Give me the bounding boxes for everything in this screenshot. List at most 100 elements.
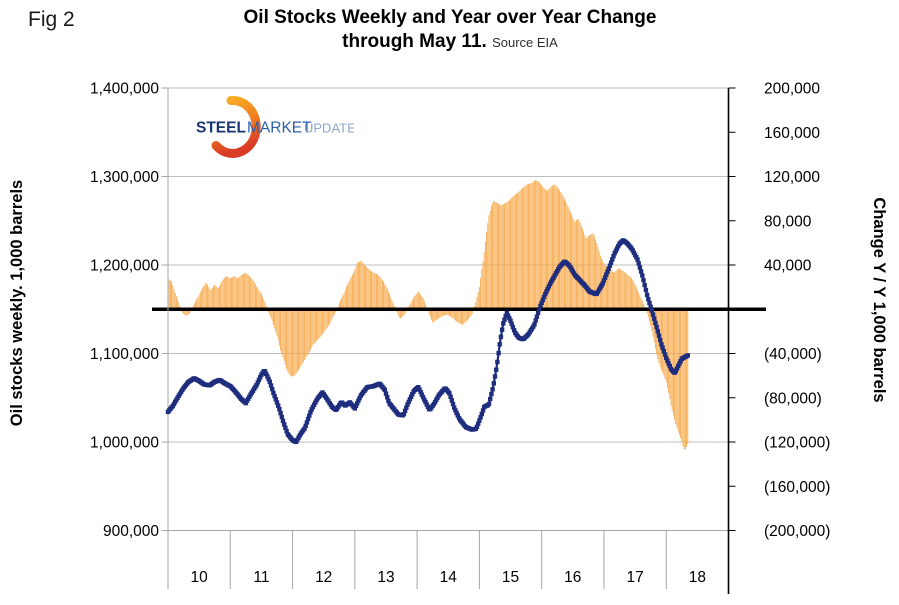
yoy-bar (567, 206, 569, 310)
yoy-bar (363, 264, 365, 310)
stocks-marker (277, 407, 282, 412)
yoy-bar (428, 309, 430, 315)
yoy-bar (476, 297, 478, 310)
yoy-bar (211, 287, 213, 310)
yoy-bar (674, 309, 676, 420)
yoy-bar (173, 288, 175, 310)
stocks-marker (265, 374, 270, 379)
yoy-bar (316, 309, 317, 342)
yoy-bar (282, 309, 284, 358)
yoy-bar (435, 309, 437, 321)
yoy-bar (392, 303, 394, 310)
yoy-bar (288, 309, 290, 374)
yoy-bar (439, 309, 441, 318)
yoy-bar (617, 268, 619, 310)
yoy-bar (542, 186, 544, 310)
yoy-bar (261, 293, 262, 310)
yoy-bar (580, 225, 582, 310)
stocks-marker (635, 257, 640, 262)
yoy-bar (591, 233, 593, 310)
yoy-bar (314, 309, 316, 343)
stocks-marker (650, 312, 656, 317)
stocks-marker (266, 376, 271, 382)
yoy-bar (402, 309, 404, 317)
stocks-marker (664, 355, 669, 361)
yoy-bar (174, 292, 176, 310)
left-axis-tick-label: 1,100,000 (90, 346, 159, 363)
yoy-bar (280, 309, 281, 351)
yoy-bar (233, 276, 235, 310)
yoy-bar (528, 183, 529, 310)
yoy-bar (604, 264, 606, 310)
stocks-marker (636, 261, 641, 266)
yoy-bar (292, 309, 293, 377)
stocks-marker (478, 415, 483, 420)
stocks-marker (491, 381, 496, 386)
yoy-bar (552, 185, 553, 310)
yoy-bar (229, 278, 231, 310)
yoy-bar (550, 186, 552, 310)
yoy-bar (530, 183, 532, 310)
stocks-marker (418, 389, 423, 395)
yoy-bar (548, 189, 550, 310)
yoy-bar (365, 265, 367, 310)
stocks-marker (386, 398, 391, 404)
yoy-bar (613, 272, 614, 310)
stocks-marker (539, 300, 544, 305)
yoy-bar (598, 251, 600, 310)
yoy-bar (340, 300, 341, 310)
stocks-marker (264, 371, 269, 377)
yoy-bar (662, 309, 664, 373)
yoy-bar (524, 186, 526, 310)
yoy-bar (283, 309, 285, 362)
yoy-bar (401, 309, 402, 318)
yoy-bar (305, 309, 307, 358)
yoy-bar (403, 309, 405, 316)
stocks-marker (274, 400, 280, 405)
yoy-bar (237, 278, 238, 310)
yoy-bar (686, 309, 687, 447)
yoy-bar (653, 309, 655, 343)
stocks-marker (256, 377, 262, 382)
yoy-bar (296, 309, 298, 372)
yoy-bar (541, 185, 543, 310)
yoy-bar (625, 273, 626, 310)
stocks-marker (353, 403, 359, 408)
yoy-bar (322, 309, 323, 335)
yoy-bar (668, 309, 670, 393)
yoy-bar (398, 309, 400, 318)
stocks-marker (644, 292, 650, 298)
yoy-bar (586, 237, 588, 310)
stocks-marker (638, 269, 644, 274)
stocks-marker (302, 426, 307, 431)
yoy-bar (558, 188, 559, 310)
yoy-bar (341, 297, 343, 310)
stocks-marker (656, 333, 662, 338)
yoy-bar (301, 309, 303, 365)
yoy-bar (207, 284, 208, 310)
yoy-bar (458, 309, 460, 324)
stocks-marker (404, 405, 409, 410)
yoy-bar (633, 282, 635, 310)
yoy-bar (483, 252, 485, 310)
right-axis-tick-label: 200,000 (764, 81, 820, 98)
yoy-bar (410, 302, 412, 310)
yoy-bar (681, 309, 683, 442)
yoy-bar (199, 292, 201, 310)
stocks-marker (510, 324, 516, 330)
yoy-bar (390, 297, 392, 310)
stocks-marker (267, 379, 272, 384)
yoy-bar (294, 309, 296, 375)
yoy-bar (669, 309, 671, 400)
stocks-marker (676, 363, 681, 369)
yoy-bar (486, 231, 487, 310)
yoy-bar (499, 204, 501, 310)
right-axis-tick-label: 120,000 (764, 169, 820, 186)
yoy-bar (361, 261, 363, 310)
yoy-bar (201, 289, 202, 310)
yoy-bar (537, 181, 539, 310)
stocks-marker (543, 291, 548, 297)
stocks-marker (495, 359, 500, 365)
yoy-bar (513, 195, 515, 310)
